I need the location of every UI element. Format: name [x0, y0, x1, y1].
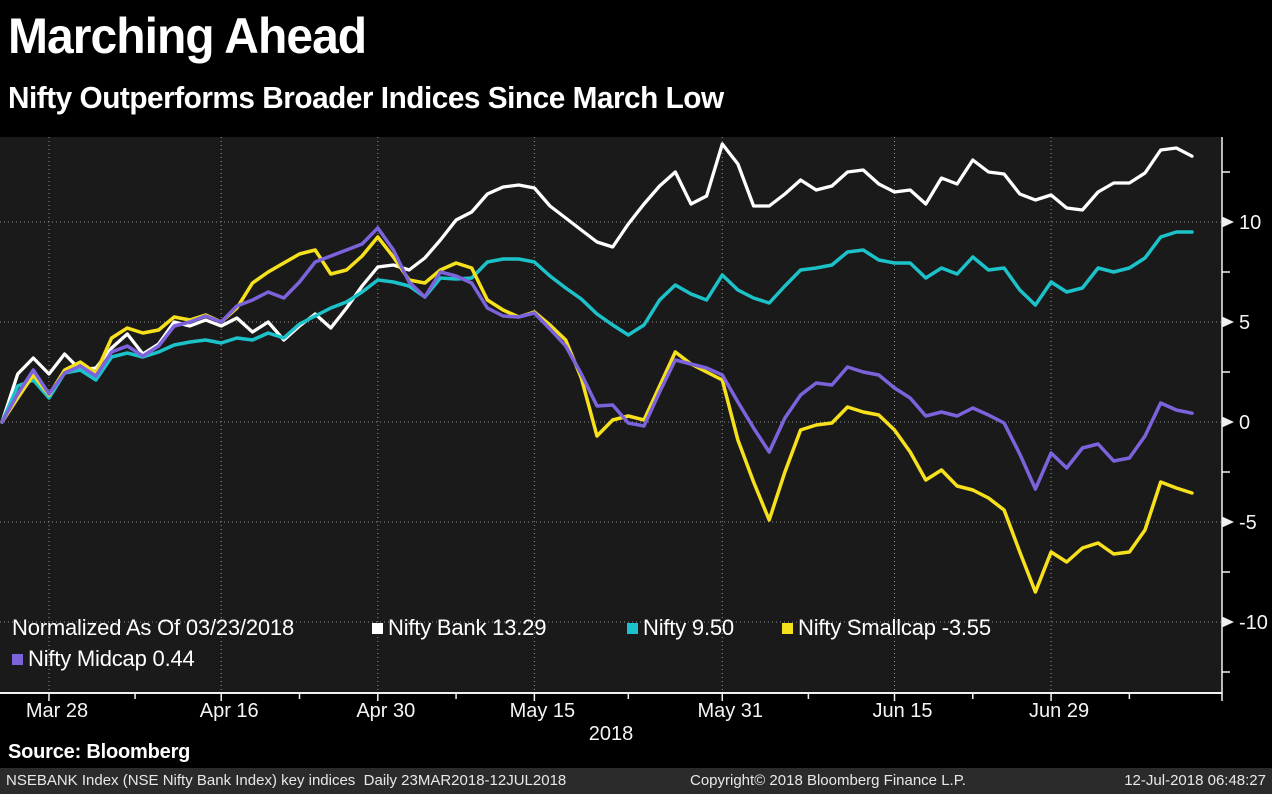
x-axis-label: Jun 15 [872, 700, 932, 722]
y-axis-label: -10 [1239, 612, 1268, 634]
legend-item-label: Nifty Midcap 0.44 [28, 646, 195, 671]
legend-item-nifty-bank: Nifty Bank 13.29 [372, 615, 546, 641]
legend-item-label: Nifty 9.50 [643, 615, 734, 640]
series-line-nifty-bank [0, 142, 1194, 424]
y-axis-label: 10 [1239, 212, 1261, 234]
series-line-nifty [0, 230, 1194, 424]
y-axis-label: -5 [1239, 512, 1257, 534]
legend-item-nifty-midcap: Nifty Midcap 0.44 [12, 646, 195, 672]
page-subtitle: Nifty Outperforms Broader Indices Since … [8, 80, 724, 115]
y-tick-arrow-icon [1222, 516, 1234, 528]
terminal-status-bar: NSEBANK Index (NSE Nifty Bank Index) key… [0, 768, 1272, 794]
y-tick-arrow-icon [1222, 316, 1234, 328]
nifty-midcap-swatch-icon [12, 654, 23, 665]
source-attribution: Source: Bloomberg [8, 741, 191, 763]
nifty-bank-swatch-icon [372, 623, 383, 634]
legend-item-nifty: Nifty 9.50 [627, 615, 734, 641]
axis-ticks [48, 171, 1234, 701]
x-axis-label: Apr 30 [356, 700, 415, 722]
legend-item-label: Nifty Smallcap -3.55 [798, 615, 991, 640]
x-axis-label: May 15 [510, 700, 576, 722]
series-line-nifty-midcap [0, 226, 1194, 491]
x-axis-label: May 31 [697, 700, 763, 722]
timestamp: 12-Jul-2018 06:48:27 [1124, 772, 1266, 789]
legend-item-label: Nifty Bank 13.29 [388, 615, 547, 640]
nifty-swatch-icon [627, 623, 638, 634]
y-tick-arrow-icon [1222, 216, 1234, 228]
nifty-smallcap-swatch-icon [782, 623, 793, 634]
y-axis-label: 5 [1239, 312, 1250, 334]
x-axis-label: Mar 28 [26, 700, 88, 722]
security-descriptor: NSEBANK Index (NSE Nifty Bank Index) key… [6, 772, 567, 789]
x-axis-label: Apr 16 [200, 700, 259, 722]
axis-labels: 10 5 0 -5 -10 Mar 28 Apr 16 Apr 30 May 15 May 31 J… [26, 212, 1268, 745]
y-axis-label: 0 [1239, 412, 1250, 434]
plot-background [0, 137, 1222, 693]
y-tick-arrow-icon [1222, 616, 1234, 628]
legend-note: Normalized As Of 03/23/2018 [12, 615, 294, 640]
x-axis-year-label: 2018 [589, 723, 634, 745]
y-tick-arrow-icon [1222, 416, 1234, 428]
legend-item-nifty-smallcap: Nifty Smallcap -3.55 [782, 615, 991, 641]
x-axis-label: Jun 29 [1029, 700, 1089, 722]
copyright-text: Copyright© 2018 Bloomberg Finance L.P. [690, 772, 966, 789]
series-lines [0, 142, 1194, 594]
page-title: Marching Ahead [8, 8, 367, 64]
